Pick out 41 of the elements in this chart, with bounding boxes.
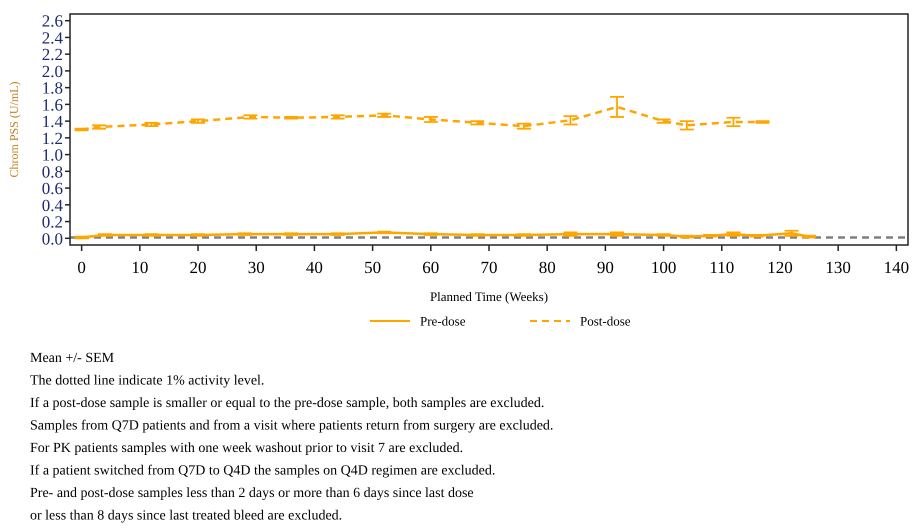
text: Samples from Q7D patients and from a visit where patients return from surgery are excluded.	[30, 418, 554, 434]
text: Mean +/- SEM	[30, 351, 115, 366]
text: If a post-dose sample is smaller or equal to the pre-dose sample, both samples are excluded.	[30, 396, 544, 411]
x-tick-label: 10	[131, 258, 148, 277]
x-tick-label: 90	[596, 258, 614, 277]
x-tick-label: 0	[77, 258, 86, 277]
x-tick-label: 70	[480, 258, 498, 277]
text: Pre- and post-dose samples less than 2 days or more than 6 days since last dose	[30, 486, 474, 501]
y-tick-label: 1.2	[42, 128, 63, 148]
y-tick-label: 1.8	[42, 78, 63, 98]
x-tick-label: 60	[422, 258, 440, 277]
x-tick-label: 30	[248, 258, 265, 277]
x-tick-label: 120	[767, 258, 793, 277]
y-tick-label: 0.6	[42, 179, 63, 198]
x-tick-label: 130	[825, 258, 851, 277]
x-tick-label: 140	[884, 258, 910, 277]
x-tick-label: 50	[364, 258, 382, 277]
y-tick-label: 1.4	[42, 112, 64, 132]
y-tick-label: 1.0	[42, 146, 63, 165]
text: If a patient switched from Q7D to Q4D the samples on Q4D regimen are excluded.	[30, 464, 496, 478]
legend-label: Pre-dose	[420, 314, 466, 329]
y-tick-label: 0.2	[42, 212, 63, 232]
x-axis-title: Planned Time (Weeks)	[430, 289, 548, 304]
x-tick-label: 110	[709, 258, 734, 277]
text: For PK patients samples with one week washout prior to visit 7 are excluded.	[30, 441, 464, 456]
y-tick-label: 2.0	[42, 62, 63, 81]
y-tick-label: 1.6	[42, 95, 63, 114]
y-tick-label: 2.2	[42, 45, 63, 64]
x-tick-label: 40	[306, 258, 323, 277]
y-tick-label: 0.8	[42, 162, 63, 182]
x-tick-label: 100	[650, 258, 676, 277]
legend-label: Post-dose	[580, 314, 631, 329]
text: or less than 8 days since last treated bleed are excluded.	[30, 508, 342, 524]
text: The dotted line indicate 1% activity level.	[30, 374, 264, 388]
y-tick-label: 2.6	[42, 12, 63, 31]
y-tick-label: 0.0	[42, 229, 63, 248]
x-tick-label: 80	[538, 258, 556, 277]
y-tick-label: 0.4	[42, 196, 64, 215]
x-tick-label: 20	[190, 258, 207, 277]
y-tick-label: 2.4	[42, 28, 64, 48]
y-axis-title: Chrom PSS (U/mL)	[7, 81, 21, 178]
